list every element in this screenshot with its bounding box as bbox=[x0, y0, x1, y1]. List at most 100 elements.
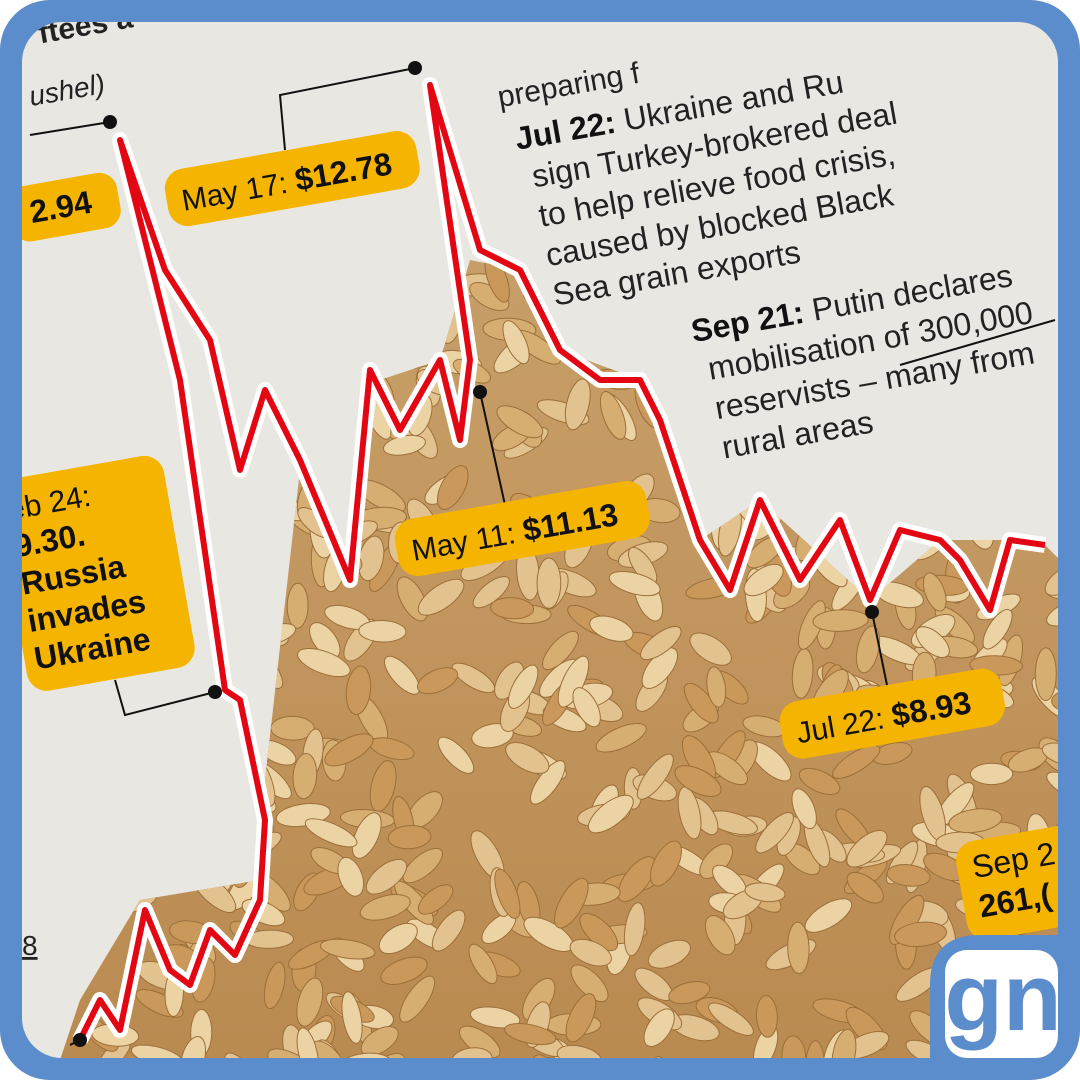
grain bbox=[451, 662, 496, 694]
grain bbox=[787, 921, 810, 975]
grain bbox=[1041, 742, 1058, 767]
grain bbox=[647, 939, 691, 969]
grain bbox=[399, 975, 436, 1023]
grain bbox=[617, 856, 656, 903]
grain bbox=[564, 378, 591, 431]
price-line bbox=[77, 82, 1046, 1042]
grain bbox=[297, 647, 351, 678]
grain bbox=[494, 868, 521, 919]
grain bbox=[1046, 771, 1058, 802]
grain bbox=[755, 812, 794, 854]
grain bbox=[554, 877, 589, 929]
logo-text: gn bbox=[944, 944, 1061, 1051]
grain bbox=[643, 1008, 675, 1048]
grain bbox=[416, 667, 459, 695]
grain bbox=[345, 665, 372, 715]
grain bbox=[530, 760, 566, 805]
grain bbox=[336, 1052, 392, 1058]
grain bbox=[595, 722, 647, 753]
grain bbox=[532, 1054, 568, 1058]
grain bbox=[743, 563, 784, 597]
grain bbox=[472, 576, 510, 609]
grain bbox=[587, 794, 634, 834]
leaders bbox=[29, 67, 1056, 1046]
grain bbox=[324, 733, 374, 767]
grain bbox=[525, 1057, 575, 1058]
grain bbox=[886, 864, 931, 887]
grain bbox=[179, 1036, 206, 1058]
grain bbox=[982, 608, 1013, 650]
grain bbox=[360, 1026, 399, 1056]
grain bbox=[490, 597, 535, 620]
grain bbox=[1051, 688, 1058, 713]
grain bbox=[292, 752, 318, 800]
grain bbox=[915, 626, 950, 658]
grain bbox=[536, 557, 562, 609]
grain bbox=[569, 938, 612, 967]
grain bbox=[468, 943, 498, 985]
grain bbox=[496, 405, 544, 439]
grain bbox=[744, 882, 786, 903]
grain bbox=[504, 1022, 557, 1046]
grain bbox=[320, 938, 376, 960]
grain bbox=[570, 964, 609, 1003]
grain bbox=[380, 956, 428, 985]
grain bbox=[557, 655, 590, 708]
grain bbox=[948, 808, 1003, 834]
grain bbox=[831, 1028, 857, 1058]
grain bbox=[436, 465, 469, 510]
grain bbox=[755, 995, 778, 1038]
grain bbox=[402, 847, 443, 884]
grain bbox=[706, 666, 727, 708]
grain bbox=[341, 991, 363, 1044]
grain bbox=[437, 736, 475, 774]
grain bbox=[608, 570, 661, 597]
grain bbox=[383, 655, 421, 695]
grain bbox=[451, 1047, 493, 1058]
grain bbox=[542, 630, 579, 671]
grain bbox=[351, 812, 382, 859]
grain bbox=[922, 572, 947, 612]
grain bbox=[589, 615, 634, 642]
grain bbox=[804, 1040, 825, 1058]
grain bbox=[798, 767, 841, 795]
grain bbox=[677, 786, 702, 840]
grain bbox=[130, 1044, 184, 1058]
grain bbox=[704, 915, 736, 956]
grain bbox=[358, 620, 407, 643]
grain bbox=[846, 829, 888, 868]
grain bbox=[636, 753, 674, 800]
grain bbox=[263, 961, 286, 1010]
grain bbox=[1046, 598, 1058, 627]
grain bbox=[674, 765, 722, 797]
grain bbox=[431, 909, 466, 952]
grain bbox=[650, 840, 682, 887]
grain bbox=[846, 871, 884, 904]
grain bbox=[296, 1027, 319, 1058]
grain bbox=[855, 625, 881, 674]
grain bbox=[505, 741, 550, 774]
grain bbox=[969, 762, 1014, 786]
grain bbox=[623, 902, 646, 957]
grain bbox=[781, 1035, 807, 1058]
grain bbox=[599, 391, 627, 440]
axis-fragment: 8 bbox=[22, 930, 38, 961]
grain bbox=[641, 647, 679, 689]
grain bbox=[647, 1055, 667, 1058]
grain bbox=[387, 825, 432, 850]
grain bbox=[417, 578, 465, 616]
grain bbox=[359, 894, 411, 921]
grain bbox=[812, 609, 869, 632]
grain bbox=[832, 744, 881, 779]
grain bbox=[668, 981, 711, 1005]
grain bbox=[556, 1044, 602, 1058]
grain bbox=[417, 884, 454, 915]
grain bbox=[469, 1006, 521, 1029]
grain bbox=[507, 664, 539, 709]
grain bbox=[378, 922, 418, 955]
grain bbox=[565, 993, 597, 1043]
grain bbox=[267, 1048, 319, 1058]
grain bbox=[296, 977, 324, 1027]
grain bbox=[365, 858, 408, 895]
grain bbox=[224, 1052, 261, 1058]
